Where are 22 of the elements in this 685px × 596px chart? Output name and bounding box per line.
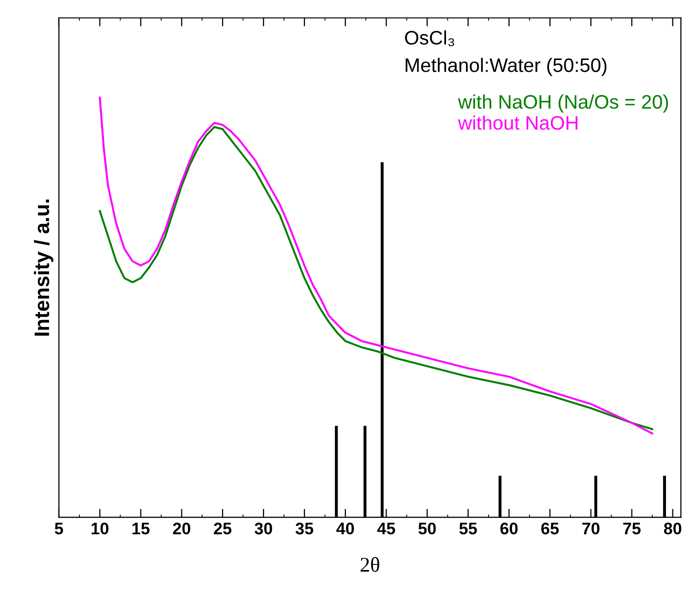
y-axis-title: Intensity / a.u. bbox=[34, 200, 54, 336]
x-tick-label: 55 bbox=[459, 522, 477, 534]
x-axis-title: 2θ bbox=[360, 557, 380, 572]
x-tick-label: 45 bbox=[377, 522, 396, 534]
x-tick-label: 70 bbox=[582, 522, 600, 534]
text: Methanol:Water (50:50) bbox=[406, 58, 606, 76]
x-tick-label: 40 bbox=[336, 522, 354, 534]
x-tick-label: 75 bbox=[623, 522, 641, 534]
x-tick-label: 10 bbox=[92, 522, 108, 534]
x-tick-label: 15 bbox=[132, 522, 150, 534]
x-tick-label: 50 bbox=[418, 522, 436, 534]
x-tick-label: 20 bbox=[172, 522, 190, 534]
x-tick-label: 65 bbox=[541, 522, 559, 534]
x-tick-label: 30 bbox=[254, 522, 272, 534]
x-tick-label: 80 bbox=[664, 522, 682, 534]
x-tick-label: 60 bbox=[500, 522, 518, 534]
x-tick-label: 35 bbox=[296, 522, 314, 534]
text: without NaOH bbox=[458, 116, 578, 130]
x-tick-label: 25 bbox=[214, 522, 232, 534]
x-tick-label: 5 bbox=[54, 522, 64, 534]
text: with NaOH (Na/Os = 20) bbox=[458, 94, 668, 113]
text: OsCl₃ bbox=[405, 30, 454, 46]
